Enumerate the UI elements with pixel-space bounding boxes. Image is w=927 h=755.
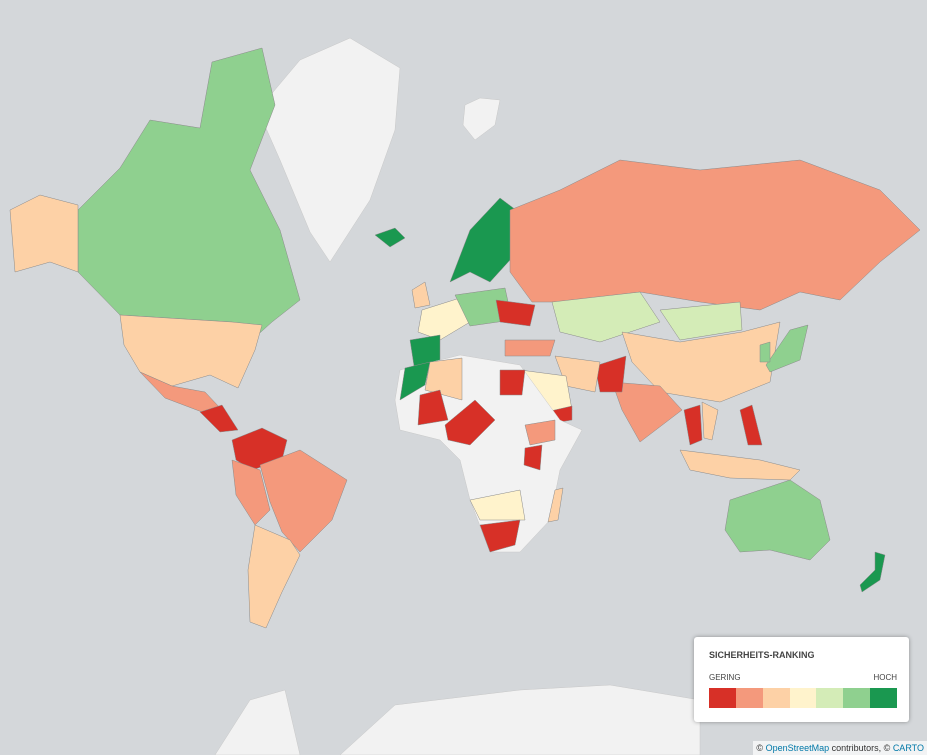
svalbard bbox=[462, 97, 501, 141]
algeria bbox=[424, 357, 463, 401]
southern-africa bbox=[469, 489, 526, 521]
brazil bbox=[259, 449, 348, 553]
new-zealand bbox=[859, 551, 886, 593]
iceland bbox=[374, 227, 406, 248]
legend-low-label: GERING bbox=[709, 673, 741, 682]
kazakhstan bbox=[551, 291, 661, 343]
legend-high-label: HOCH bbox=[873, 673, 897, 682]
legend-swatch bbox=[789, 688, 817, 708]
kenya bbox=[523, 444, 543, 471]
greenland bbox=[257, 37, 401, 263]
mongolia bbox=[659, 301, 743, 341]
legend-swatch bbox=[762, 688, 790, 708]
carto-link[interactable]: CARTO bbox=[892, 743, 924, 753]
morocco bbox=[399, 361, 431, 401]
attribution-prefix: © bbox=[756, 743, 764, 753]
south-africa bbox=[479, 519, 521, 553]
indonesia bbox=[679, 449, 801, 481]
legend-swatch bbox=[709, 688, 736, 708]
canada bbox=[77, 47, 301, 341]
vietnam bbox=[701, 401, 719, 441]
attribution-middle: contributors, © bbox=[831, 743, 891, 753]
thailand bbox=[683, 404, 703, 446]
china bbox=[621, 321, 781, 403]
philippines bbox=[739, 404, 763, 446]
legend-swatches bbox=[709, 688, 898, 708]
ukraine bbox=[495, 299, 536, 327]
turkey bbox=[504, 339, 556, 357]
attribution: © OpenStreetMap contributors, © CARTO bbox=[753, 741, 927, 755]
legend: SICHERHEITS-RANKING GERING HOCH bbox=[694, 637, 909, 722]
india bbox=[611, 381, 683, 443]
legend-swatch bbox=[843, 688, 871, 708]
peru bbox=[231, 459, 271, 526]
western-europe bbox=[417, 297, 471, 341]
australia bbox=[724, 479, 831, 561]
argentina-chile bbox=[247, 524, 301, 629]
ethiopia bbox=[524, 419, 556, 446]
openstreetmap-link[interactable]: OpenStreetMap bbox=[765, 743, 830, 753]
madagascar bbox=[547, 487, 564, 523]
legend-swatch bbox=[870, 688, 898, 708]
usa bbox=[119, 314, 263, 389]
nigeria-chad bbox=[444, 399, 496, 446]
mali bbox=[417, 389, 449, 426]
pakistan bbox=[594, 355, 627, 393]
central-america bbox=[199, 404, 239, 433]
alaska bbox=[9, 194, 79, 273]
legend-swatch bbox=[735, 688, 763, 708]
egypt bbox=[499, 369, 526, 396]
russia bbox=[509, 159, 921, 311]
antarctica bbox=[214, 684, 701, 755]
legend-title: SICHERHEITS-RANKING bbox=[709, 650, 815, 660]
scandinavia bbox=[449, 197, 517, 283]
uk bbox=[411, 281, 431, 309]
korea bbox=[759, 341, 771, 363]
legend-swatch bbox=[816, 688, 844, 708]
